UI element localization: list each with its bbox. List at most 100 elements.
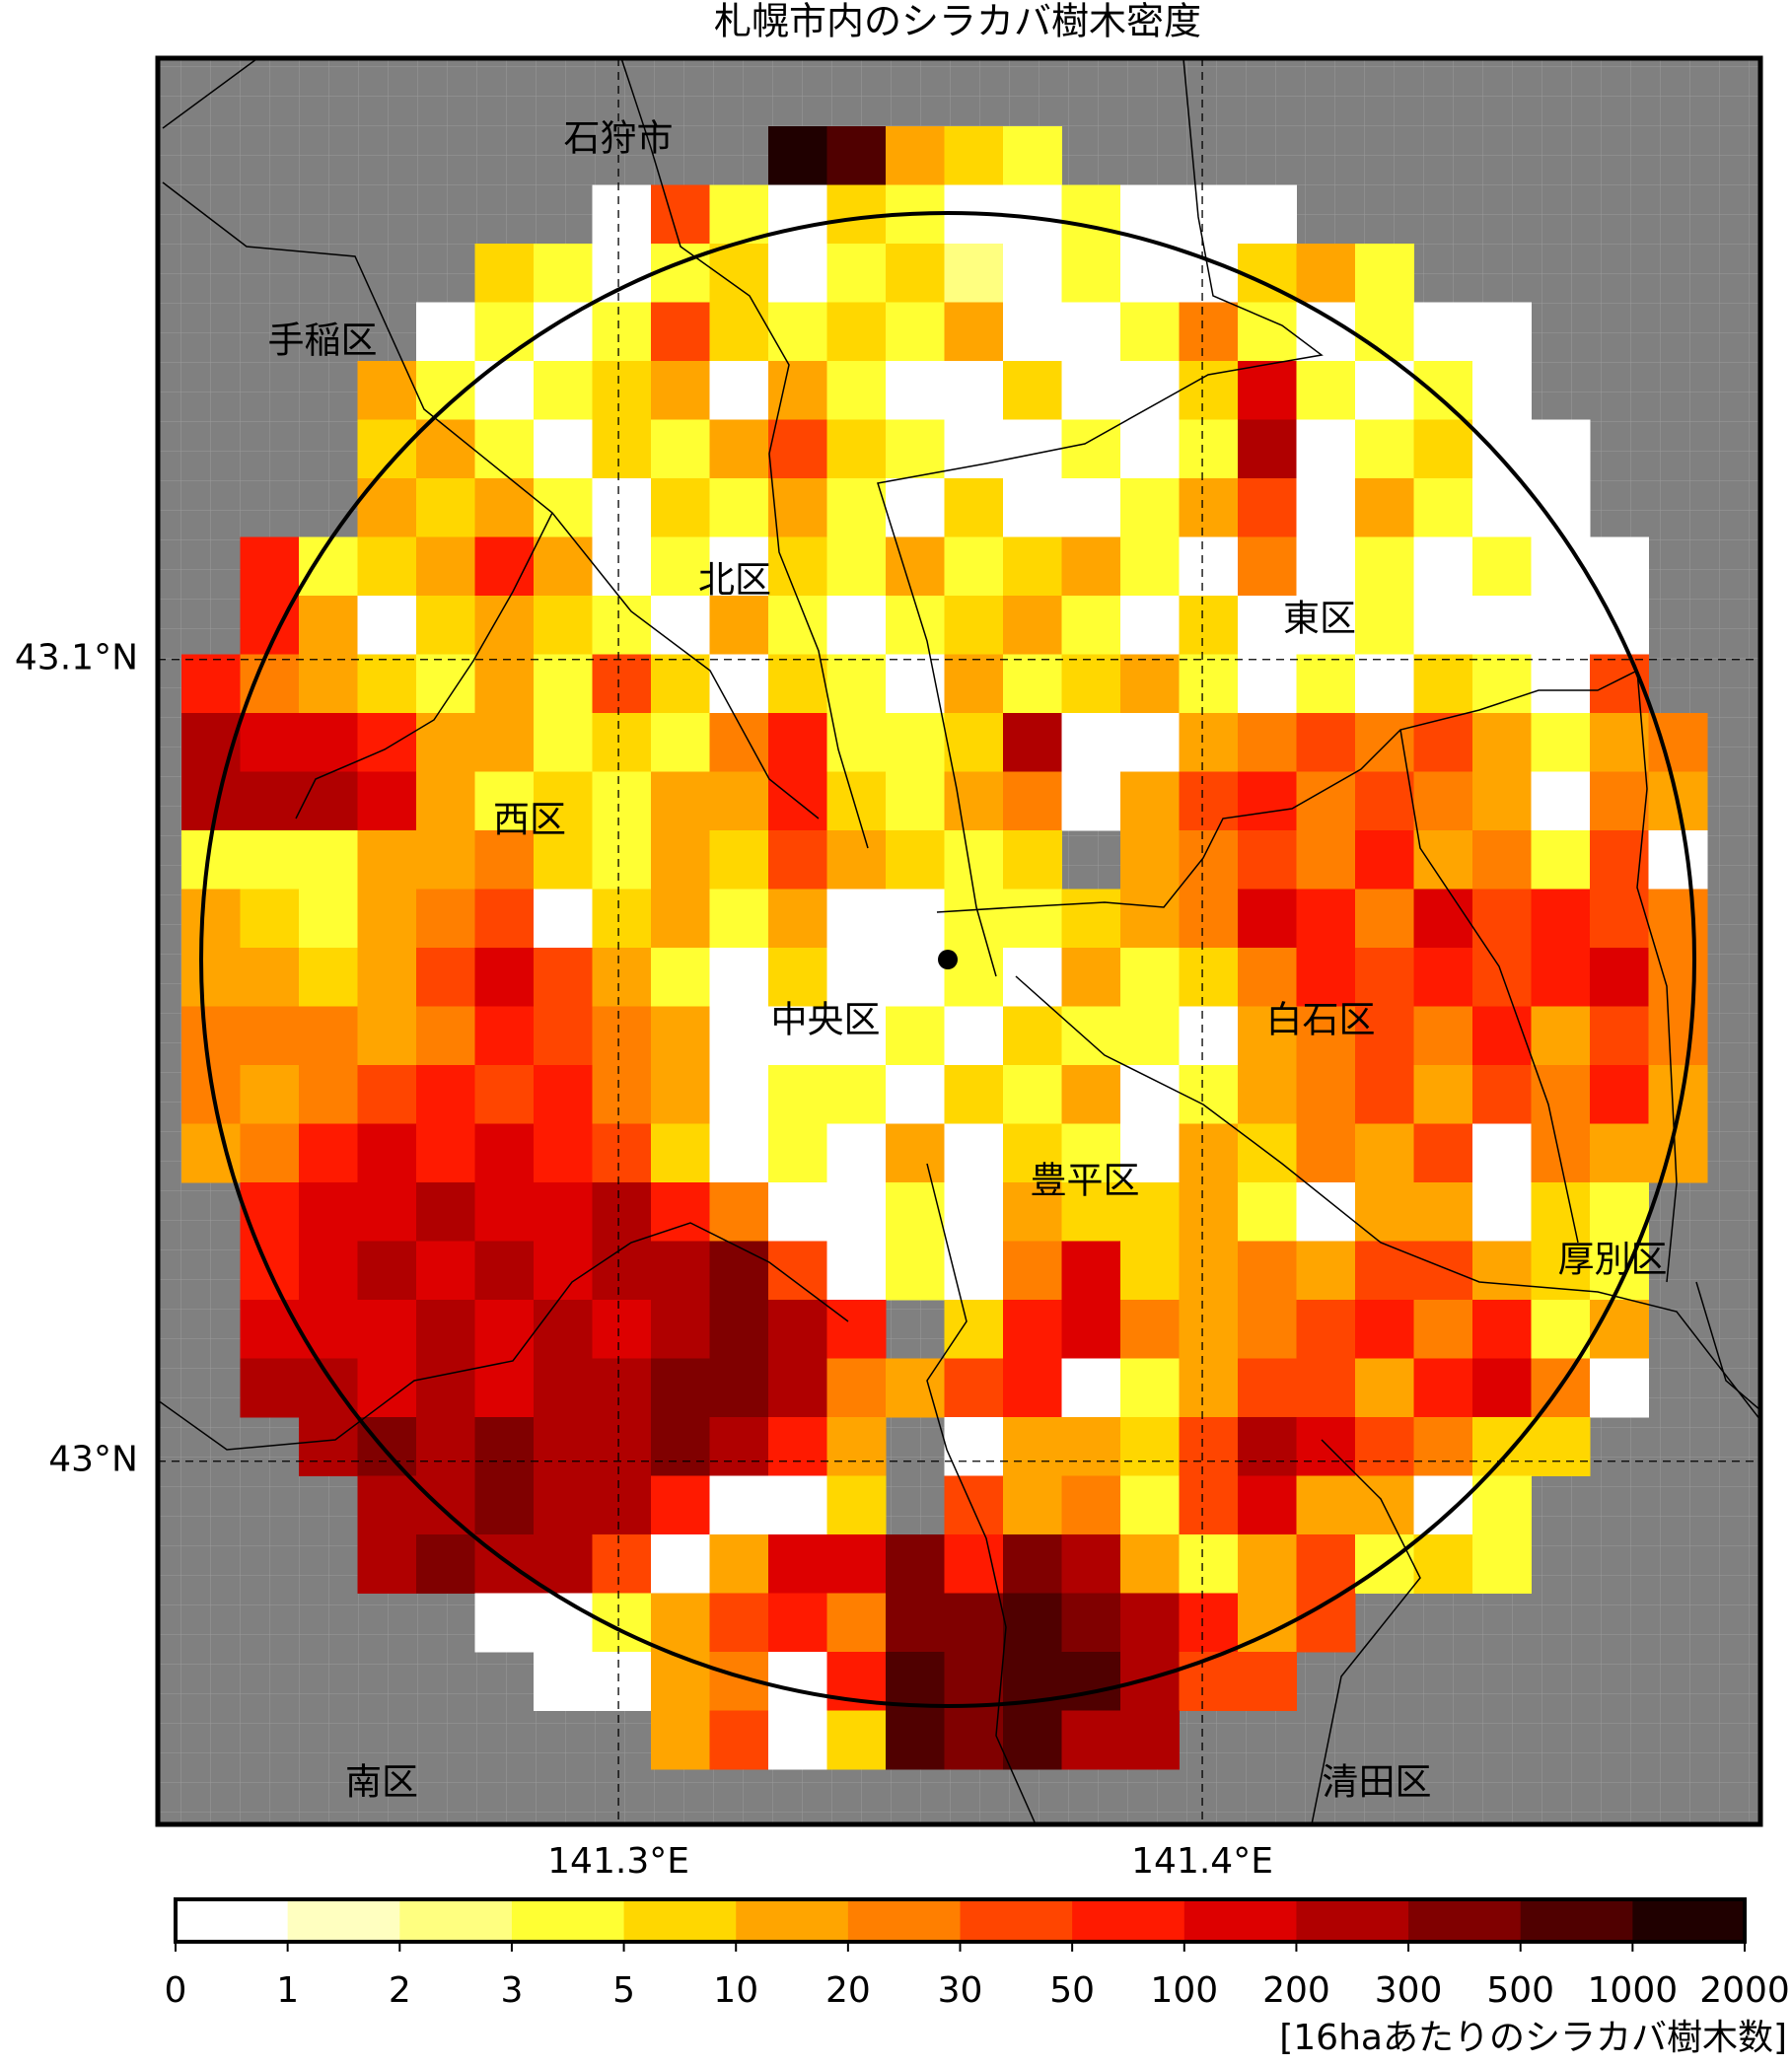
cell [1179,361,1239,420]
cell [886,1710,945,1770]
cell [1531,1182,1591,1242]
cell [651,361,710,420]
cell [357,1300,417,1359]
cell [592,419,652,479]
cell [1003,1417,1062,1476]
cell [1120,713,1180,772]
cell [1120,244,1180,303]
cell [1061,1123,1121,1183]
cell [534,889,593,949]
cell [1238,1358,1297,1418]
cell [1003,948,1062,1007]
cell [1413,302,1473,362]
cell [886,1593,945,1653]
cell [1355,1123,1414,1183]
cell [534,948,593,1007]
cell [474,596,535,655]
cell [651,478,710,537]
cell [1413,1006,1473,1066]
cell [1120,1182,1180,1242]
cell [709,1358,769,1418]
cell [709,478,769,537]
cell [886,1241,945,1301]
cell [944,713,1004,772]
cell [768,1300,827,1359]
cell [592,1417,652,1476]
cell [1179,1123,1239,1183]
cell [1413,889,1473,949]
cell [1179,1006,1239,1066]
cell [416,1534,475,1594]
cell [1179,1300,1239,1359]
cell [474,889,535,949]
cell [1413,478,1473,537]
cell [534,1006,593,1066]
cell [1648,830,1708,890]
cell [1061,654,1121,714]
cell [1531,1300,1591,1359]
cell [886,536,945,597]
cell [299,771,358,831]
cell [1179,1593,1239,1653]
cell [1590,1358,1649,1418]
cell [709,1534,769,1594]
cell [1003,126,1062,185]
cell [240,654,300,714]
boundary [162,58,257,129]
chart-title: 札幌市内のシラカバ樹木密度 [714,0,1201,43]
colorbar-swatch [1296,1899,1409,1942]
cell [1061,1065,1121,1124]
cell [592,771,652,831]
cell [534,596,593,655]
district-label: 豊平区 [1031,1160,1140,1202]
cell [357,889,417,949]
cell [1355,830,1414,890]
cell [1120,1006,1180,1066]
cell [1355,771,1414,831]
cell [768,713,827,772]
cell [651,1123,710,1183]
cell [240,1358,300,1418]
cell [1179,654,1239,714]
colorbar-swatch [1520,1899,1633,1942]
cell [474,1475,535,1535]
cell [299,830,358,890]
cell [1296,889,1356,949]
cell [1120,1593,1180,1653]
cell [1003,244,1062,303]
district-label: 白石区 [1266,999,1376,1041]
cell [1355,948,1414,1007]
cell [1061,1006,1121,1066]
cell [1355,1006,1414,1066]
cell [1179,1534,1239,1594]
cell [768,1358,827,1418]
cell [1061,1652,1121,1711]
cell [416,1123,475,1183]
cell [1003,1534,1062,1594]
cell [886,1534,945,1594]
cell [1238,1475,1297,1535]
cell [534,1593,593,1653]
cell [1296,1065,1356,1124]
cell [886,361,945,420]
cell [1120,1123,1180,1183]
cell [1413,1182,1473,1242]
cell [1355,596,1414,655]
cell [357,1006,417,1066]
cell [1120,1710,1180,1770]
cell [1120,771,1180,831]
cell [826,1065,887,1124]
cell [826,1358,887,1418]
cell [592,1241,652,1301]
colorbar-swatch [623,1899,737,1942]
cell [474,244,535,303]
cell [592,1534,652,1594]
cell [826,361,887,420]
cell [1355,1241,1414,1301]
cell [944,1475,1004,1535]
cell [1179,184,1239,245]
cell [1179,1417,1239,1476]
cell [651,1593,710,1653]
cell [1003,1710,1062,1770]
